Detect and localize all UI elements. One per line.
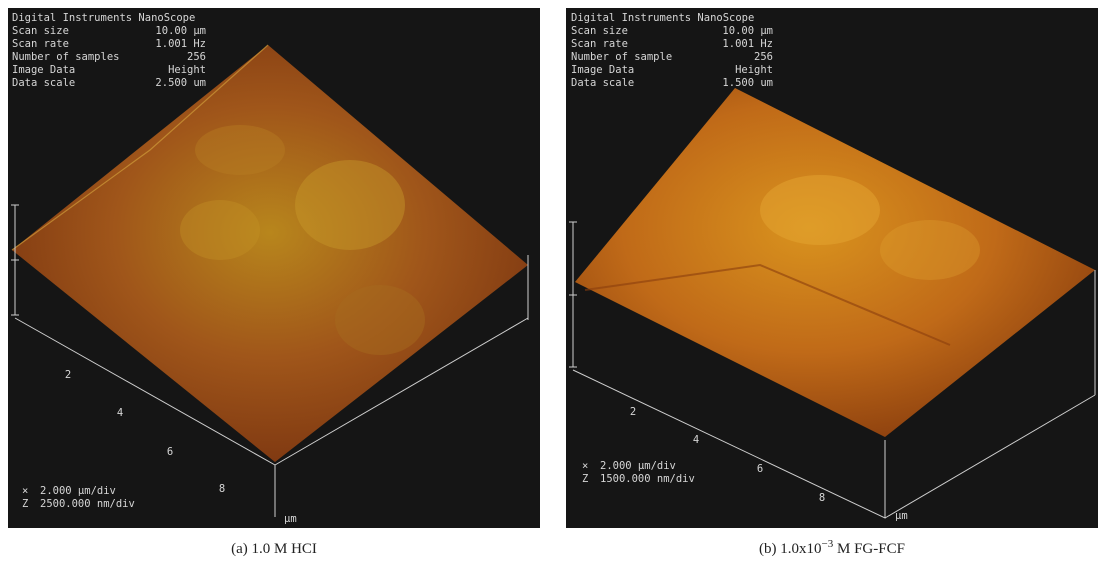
axis-label: 2 (65, 369, 71, 381)
param-value: 10.00 µm (722, 25, 773, 37)
caption-text: (a) 1.0 M HCI (231, 541, 317, 557)
axis-label: 6 (167, 446, 173, 458)
param-label: Scan size (12, 25, 69, 37)
param-value: 10.00 µm (155, 25, 206, 37)
param-value: 1.001 Hz (155, 38, 206, 50)
param-label: Scan rate (571, 38, 628, 50)
param-value: Height (735, 64, 773, 76)
scale-axis: Z (582, 473, 588, 485)
param-label: Scan rate (12, 38, 69, 50)
scale-value: 1500.000 nm/div (600, 473, 695, 485)
caption: (b) 1.0x10−3 M FG-FCF (759, 538, 905, 557)
figure: Digital Instruments NanoScopeScan size10… (0, 0, 1108, 567)
param-value: 2.500 um (155, 77, 206, 89)
param-value: 256 (187, 51, 206, 63)
scale-value: 2500.000 nm/div (40, 498, 135, 510)
caption-superscript: −3 (822, 538, 834, 550)
caption-text: M FG-FCF (833, 541, 905, 557)
caption: (a) 1.0 M HCI (231, 541, 317, 557)
axis-label: 8 (219, 483, 225, 495)
page: {"panels": [ {"header": "Digital Instrum… (0, 0, 1108, 567)
param-label: Scan size (571, 25, 628, 37)
param-label: Number of samples (12, 51, 119, 63)
axis-label: 4 (693, 434, 699, 446)
param-value: 1.500 um (722, 77, 773, 89)
param-label: Data scale (12, 77, 75, 89)
param-value: 256 (754, 51, 773, 63)
axis-label: 8 (819, 492, 825, 504)
scale-value: 2.000 µm/div (600, 460, 676, 472)
param-label: Data scale (571, 77, 634, 89)
axis-unit: µm (284, 513, 297, 525)
param-value: Height (168, 64, 206, 76)
param-label: Image Data (12, 64, 75, 76)
param-value: 1.001 Hz (722, 38, 773, 50)
scale-value: 2.000 µm/div (40, 485, 116, 497)
scale-axis: × (582, 460, 588, 472)
param-label: Image Data (571, 64, 634, 76)
axis-label: 2 (630, 406, 636, 418)
axis-unit: µm (895, 510, 908, 522)
scale-axis: Z (22, 498, 28, 510)
caption-text: (b) 1.0x10 (759, 541, 822, 557)
scale-axis: × (22, 485, 28, 497)
header: Digital Instruments NanoScope (571, 12, 754, 24)
axis-label: 4 (117, 407, 123, 419)
axis-label: 6 (757, 463, 763, 475)
param-label: Number of sample (571, 51, 672, 63)
header: Digital Instruments NanoScope (12, 12, 195, 24)
